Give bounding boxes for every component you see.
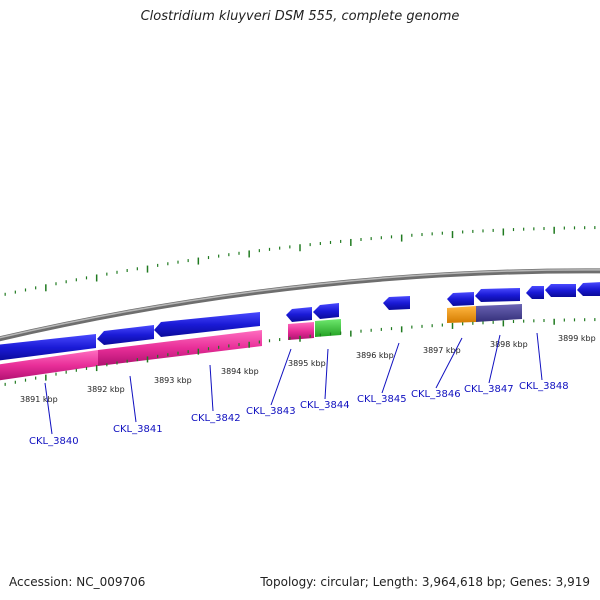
tick-label-3894: 3894 kbp [221,367,259,376]
cds-feature-3848b[interactable] [545,284,576,297]
outer-tick-arc [4,226,596,296]
map-title: Clostridium kluyveri DSM 555, complete g… [140,9,460,24]
genome-backbone [0,268,600,342]
genome-backbone-highlight [0,269,600,339]
gene-label-3845[interactable]: CKL_3845 [357,394,407,405]
rna-feature-green[interactable] [315,319,341,337]
tick-label-3896: 3896 kbp [356,351,394,360]
cds-feature-3843b[interactable] [313,303,339,319]
cds-feature-3842[interactable] [154,312,260,337]
rna-feature-pink-2[interactable] [98,330,262,366]
rna-feature-purple[interactable] [476,304,522,322]
gene-label-3848[interactable]: CKL_3848 [519,381,569,392]
cds-feature-3849[interactable] [577,282,600,296]
tick-label-3895: 3895 kbp [288,359,326,368]
tick-label-3892: 3892 kbp [87,385,125,394]
gene-label-3843[interactable]: CKL_3843 [246,406,296,417]
gene-label-3844[interactable]: CKL_3844 [300,400,350,411]
rna-feature-pink-1[interactable] [0,350,98,381]
gene-label-3842[interactable]: CKL_3842 [191,413,241,424]
cds-feature-3840[interactable] [0,334,96,361]
inner-tick-arc [4,318,596,386]
rna-feature-pink-3[interactable] [288,322,314,340]
tick-label-3893: 3893 kbp [154,376,192,385]
gene-label-3847[interactable]: CKL_3847 [464,384,514,395]
tick-label-3897: 3897 kbp [423,346,461,355]
cds-feature-3848a[interactable] [526,286,544,299]
gene-label-3840[interactable]: CKL_3840 [29,436,79,447]
tick-label-3898: 3898 kbp [490,340,528,349]
cds-feature-3847[interactable] [475,288,520,302]
gene-label-3846[interactable]: CKL_3846 [411,389,461,400]
cds-feature-3846[interactable] [447,292,474,306]
gene-leader-lines [44,332,543,435]
cds-feature-3845[interactable] [383,296,410,310]
cds-feature-3843a[interactable] [286,307,312,322]
gene-label-3841[interactable]: CKL_3841 [113,424,163,435]
genome-metadata: Topology: circular; Length: 3,964,618 bp… [260,575,590,589]
accession-label: Accession: NC_009706 [9,575,146,589]
tick-label-3899: 3899 kbp [558,334,596,343]
cds-feature-3841[interactable] [97,325,154,345]
tick-label-3891: 3891 kbp [20,395,58,404]
rna-feature-orange[interactable] [447,306,476,323]
